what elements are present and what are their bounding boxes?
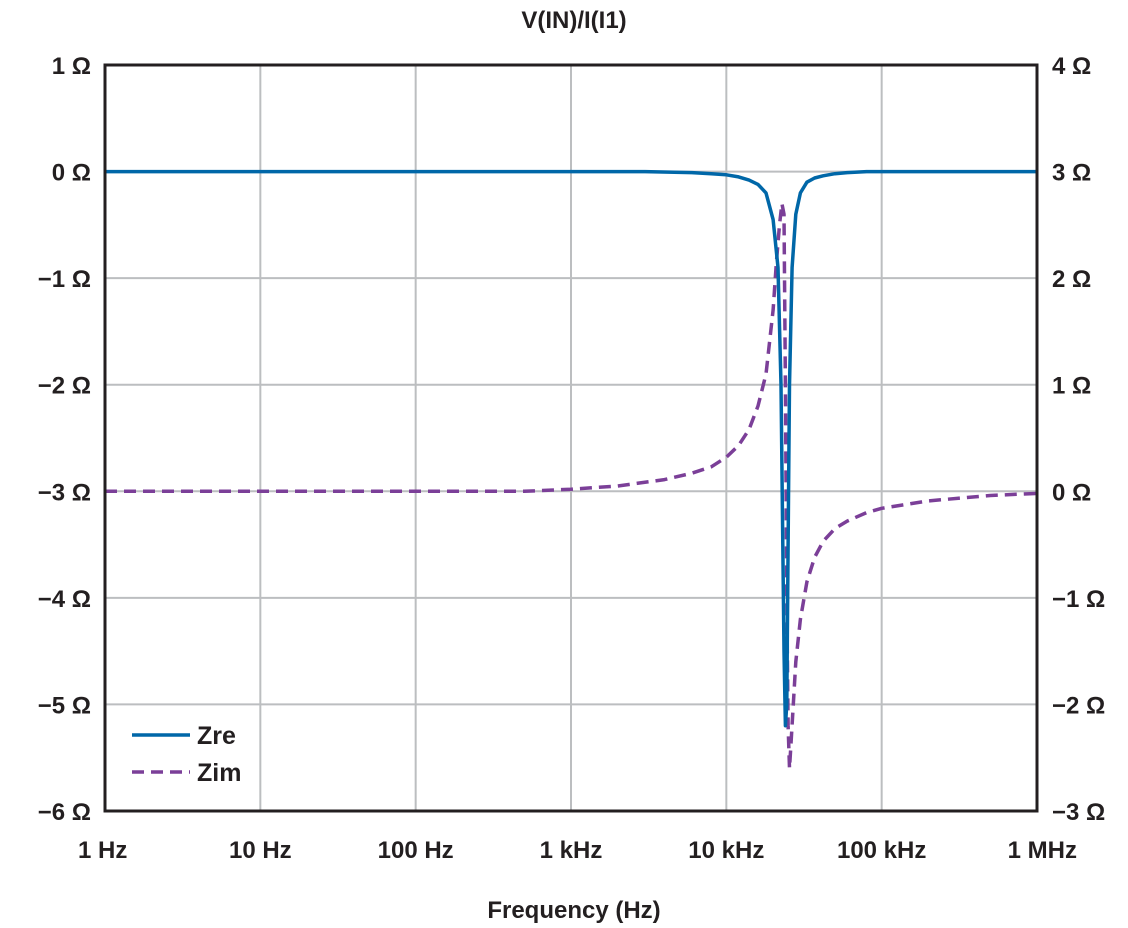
series-line-zre xyxy=(105,169,1037,728)
x-tick-label: 10 Hz xyxy=(229,837,292,864)
y-left-tick-label: 1 Ω xyxy=(52,53,91,80)
x-tick-label: 10 kHz xyxy=(688,837,764,864)
plot-series xyxy=(105,169,1038,771)
x-tick-label: 100 Hz xyxy=(378,837,454,864)
chart-title: V(IN)/I(I1) xyxy=(521,7,626,34)
tick-labels: 1 Hz 10 Hz 100 Hz 1 kHz 10 kHz 100 kHz 1 MHz 1 … xyxy=(38,53,1106,864)
grid xyxy=(104,64,1038,812)
series-line-zim xyxy=(105,201,1038,771)
x-axis-label: Frequency (Hz) xyxy=(487,897,660,924)
x-tick-label: 1 Hz xyxy=(78,837,127,864)
y-right-tick-label: 0 Ω xyxy=(1052,479,1091,506)
y-right-tick-label: 1 Ω xyxy=(1052,373,1091,400)
y-right-tick-label: 2 Ω xyxy=(1052,266,1091,293)
y-left-tick-label: −6 Ω xyxy=(38,799,91,826)
x-tick-label: 100 kHz xyxy=(837,837,926,864)
y-right-tick-label: −1 Ω xyxy=(1052,586,1105,613)
y-right-tick-label: 4 Ω xyxy=(1052,53,1091,80)
y-left-tick-label: −5 Ω xyxy=(38,692,91,719)
y-left-tick-label: −3 Ω xyxy=(38,479,91,506)
y-right-tick-label: 3 Ω xyxy=(1052,160,1091,187)
y-right-tick-label: −3 Ω xyxy=(1052,799,1105,826)
y-right-tick-label: −2 Ω xyxy=(1052,692,1105,719)
y-left-tick-label: −4 Ω xyxy=(38,586,91,613)
x-tick-label: 1 kHz xyxy=(540,837,603,864)
y-left-tick-label: −2 Ω xyxy=(38,373,91,400)
plot-frame xyxy=(103,63,1039,813)
y-left-tick-label: 0 Ω xyxy=(52,160,91,187)
legend-zre-label: Zre xyxy=(197,722,236,750)
legend-zim-label: Zim xyxy=(197,759,241,787)
x-tick-label: 1 MHz xyxy=(1008,837,1077,864)
legend: Zre Zim xyxy=(132,722,241,787)
y-left-tick-label: −1 Ω xyxy=(38,266,91,293)
